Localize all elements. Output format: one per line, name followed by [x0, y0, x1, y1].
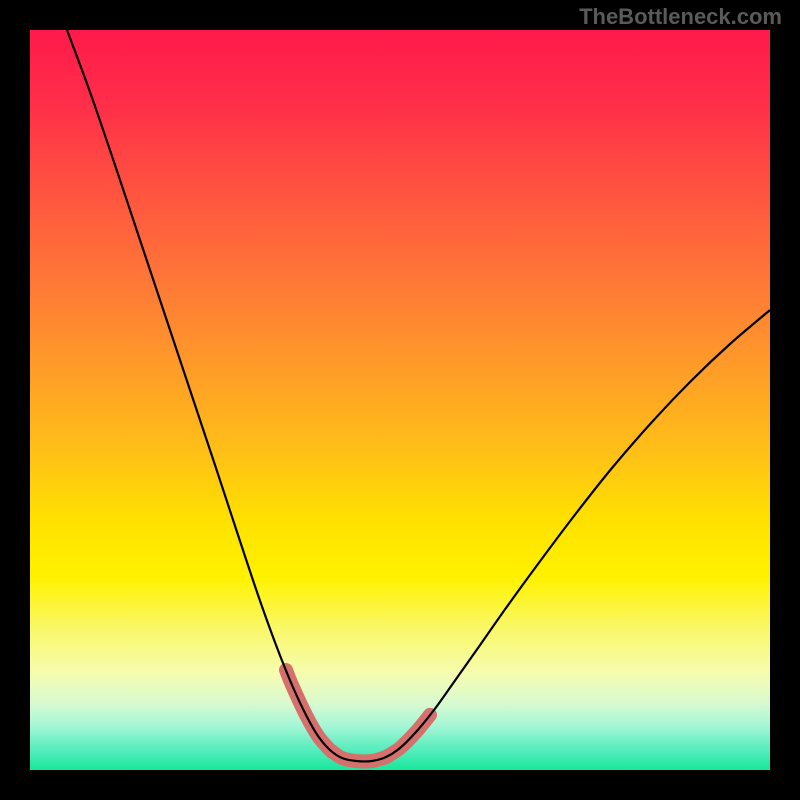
plot-area [30, 30, 770, 770]
source-watermark: TheBottleneck.com [579, 4, 782, 30]
gradient-rect [30, 30, 770, 770]
chart-frame: TheBottleneck.com [0, 0, 800, 800]
gradient-background [30, 30, 770, 770]
